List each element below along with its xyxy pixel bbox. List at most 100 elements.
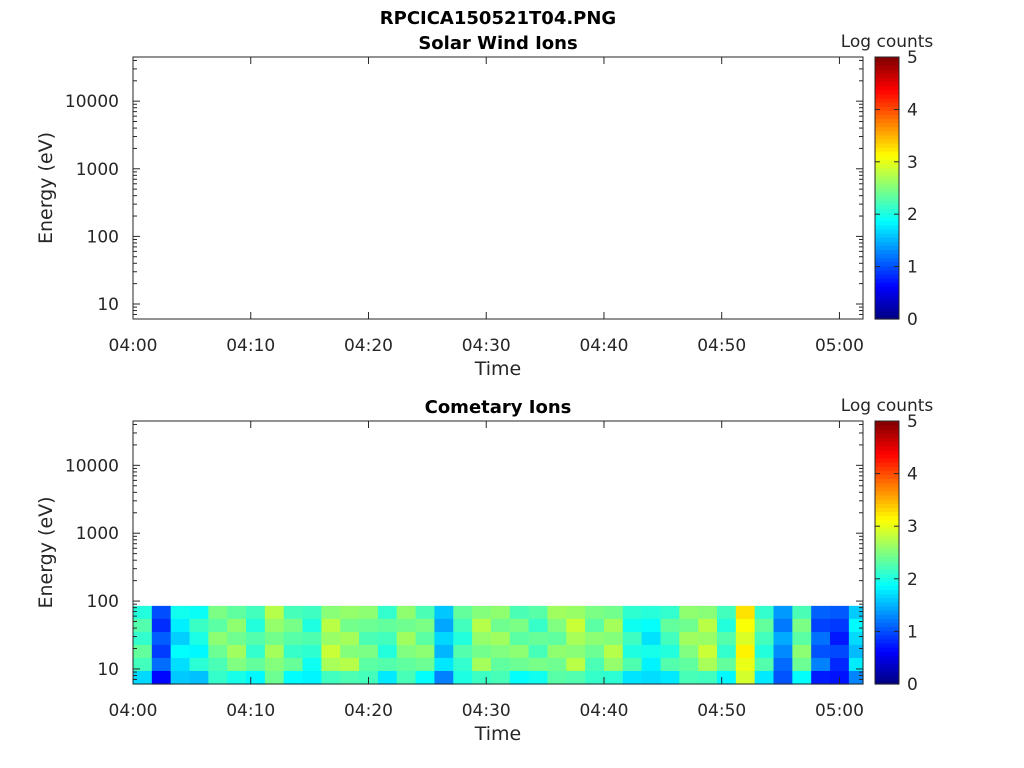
- heatmap-cell: [359, 631, 379, 646]
- colorbar-segment: [875, 175, 899, 181]
- heatmap-cell: [415, 644, 436, 659]
- heatmap-cell: [321, 657, 341, 672]
- heatmap-cell: [830, 644, 850, 659]
- y-axis-label: Energy (eV): [35, 132, 57, 244]
- colorbar-segment: [875, 85, 899, 91]
- heatmap-cell: [792, 670, 812, 685]
- heatmap-cell: [340, 605, 360, 620]
- colorbar-segment: [875, 294, 899, 300]
- colorbar-segment: [875, 278, 899, 283]
- colorbar-segment: [875, 614, 899, 619]
- heatmap-cell: [622, 605, 643, 620]
- heatmap-cell: [792, 657, 812, 672]
- colorbar-segment: [875, 110, 899, 115]
- heatmap-cell: [264, 644, 285, 659]
- colorbar-segment: [875, 638, 899, 644]
- heatmap-cell: [603, 670, 624, 685]
- heatmap-cell: [641, 657, 662, 672]
- heatmap-cell: [622, 657, 643, 672]
- x-tick-label: 04:00: [109, 701, 158, 721]
- colorbar-segment: [875, 581, 899, 586]
- heatmap-cell: [773, 644, 793, 659]
- colorbar-segment: [875, 212, 899, 218]
- colorbar-segment: [875, 286, 899, 291]
- heatmap-cell: [830, 657, 850, 672]
- colorbar-segment: [875, 204, 899, 210]
- heatmap-cell: [396, 670, 417, 685]
- colorbar-segment: [875, 228, 899, 234]
- x-tick-label: 04:40: [579, 336, 628, 356]
- colorbar-segment: [875, 527, 899, 533]
- heatmap-cell: [283, 631, 304, 646]
- heatmap-cell: [660, 618, 680, 633]
- heatmap-cell: [735, 670, 756, 685]
- heatmap-cell: [377, 605, 398, 620]
- heatmap-cell: [246, 670, 266, 685]
- heatmap-cell: [170, 618, 191, 633]
- heatmap-cell: [754, 605, 775, 620]
- colorbar-segment: [875, 536, 899, 541]
- heatmap-cell: [189, 618, 209, 633]
- heatmap-cell: [811, 657, 831, 672]
- heatmap-cell: [811, 670, 831, 685]
- y-tick-label: 10000: [65, 92, 119, 112]
- colorbar-segment: [875, 118, 899, 124]
- heatmap-cell: [264, 657, 285, 672]
- heatmap-cell: [698, 670, 718, 685]
- colorbar-tick-label: 5: [907, 412, 918, 432]
- colorbar-segment: [875, 568, 899, 574]
- heatmap-cell: [302, 670, 322, 685]
- heatmap-cell: [283, 644, 304, 659]
- heatmap-cell: [170, 670, 191, 685]
- heatmap-cell: [340, 657, 360, 672]
- heatmap-cell: [660, 631, 680, 646]
- heatmap-cell: [151, 657, 172, 672]
- heatmap-cell: [528, 618, 549, 633]
- colorbar-segment: [875, 630, 899, 636]
- heatmap-cell: [133, 657, 153, 672]
- heatmap-cell: [773, 657, 793, 672]
- heatmap-cell: [472, 605, 492, 620]
- colorbar-segment: [875, 253, 899, 259]
- heatmap-cell: [773, 605, 793, 620]
- heatmap-cell: [490, 644, 511, 659]
- colorbar-segment: [875, 224, 899, 230]
- colorbar-segment: [875, 478, 899, 484]
- heatmap-cell: [453, 631, 473, 646]
- colorbar-segment: [875, 306, 899, 312]
- colorbar-segment: [875, 310, 899, 316]
- colorbar-segment: [875, 249, 899, 255]
- colorbar-segment: [875, 449, 899, 455]
- heatmap-cell: [151, 618, 172, 633]
- heatmap-cell: [509, 657, 530, 672]
- heatmap-cell: [641, 644, 662, 659]
- colorbar-segment: [875, 626, 899, 632]
- heatmap-cell: [340, 644, 360, 659]
- heatmap-cell: [547, 644, 567, 659]
- heatmap-cell: [641, 605, 662, 620]
- colorbar-segment: [875, 605, 899, 611]
- heatmap-cell: [302, 644, 322, 659]
- heatmap-cell: [170, 605, 191, 620]
- colorbar-segment: [875, 622, 899, 628]
- heatmap-cell: [641, 631, 662, 646]
- heatmap-cell: [189, 657, 209, 672]
- colorbar-tick-label: 3: [907, 517, 918, 537]
- colorbar-segment: [875, 425, 899, 430]
- heatmap-cell: [246, 657, 266, 672]
- colorbar-tick-label: 4: [907, 465, 918, 485]
- heatmap-cell: [453, 670, 473, 685]
- heatmap-cell: [396, 644, 417, 659]
- colorbar-segment: [875, 290, 899, 296]
- heatmap-cell: [151, 631, 172, 646]
- heatmap-cell: [717, 657, 737, 672]
- heatmap-cell: [754, 618, 775, 633]
- y-tick-label: 1000: [76, 524, 119, 544]
- colorbar-segment: [875, 433, 899, 439]
- colorbar-segment: [875, 585, 899, 591]
- heatmap-cell: [603, 657, 624, 672]
- y-tick-label: 100: [87, 227, 119, 247]
- heatmap-cell: [566, 670, 586, 685]
- colorbar-segment: [875, 126, 899, 132]
